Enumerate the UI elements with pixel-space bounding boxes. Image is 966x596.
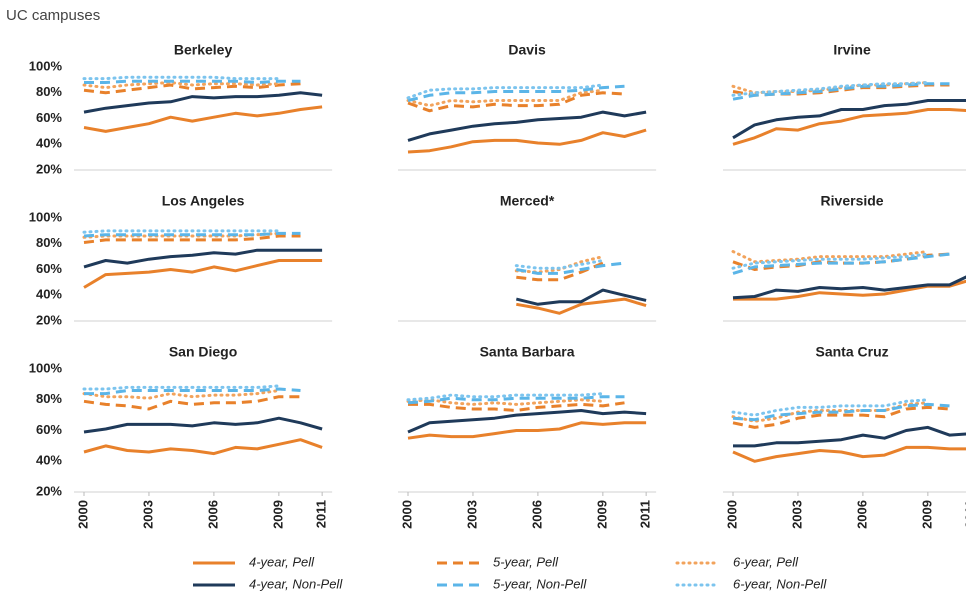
series-line: [731, 81, 930, 97]
series-line: [83, 248, 323, 269]
legend-label: 6-year, Pell: [733, 554, 799, 569]
panel-title: Berkeley: [174, 42, 233, 58]
x-tick-label: 2011: [638, 500, 653, 528]
y-tick-label: 60%: [36, 110, 62, 125]
y-tick-label: 100%: [29, 360, 63, 375]
y-tick-label: 60%: [36, 422, 62, 437]
legend-label: 4-year, Pell: [249, 554, 315, 569]
legend-label: 6-year, Non-Pell: [733, 576, 827, 591]
series-line: [83, 395, 301, 411]
series-line: [408, 401, 625, 412]
series-line: [406, 398, 605, 406]
series-line: [732, 445, 966, 463]
series-line: [84, 79, 301, 84]
y-tick-label: 40%: [36, 287, 62, 302]
series-line: [407, 409, 647, 434]
series-line: [732, 405, 950, 429]
series-line: [407, 421, 647, 440]
series-line: [83, 91, 323, 114]
series-line: [84, 387, 301, 396]
series-line: [406, 392, 605, 402]
series-line: [731, 250, 930, 264]
series-line: [407, 84, 625, 102]
series-line: [82, 81, 281, 90]
series-line: [406, 83, 605, 100]
series-line: [82, 384, 281, 391]
series-line: [407, 395, 625, 405]
series-line: [733, 425, 966, 448]
x-tick-label: 2006: [205, 500, 220, 529]
series-line: [406, 88, 605, 108]
panel-title: Santa Barbara: [480, 344, 575, 360]
y-tick-label: 20%: [36, 312, 62, 327]
x-tick-label: 2000: [724, 500, 739, 529]
x-tick-label: 2003: [464, 500, 479, 529]
panel-title: Davis: [508, 42, 546, 58]
x-tick-label: 2009: [270, 500, 285, 529]
series-line: [83, 105, 323, 133]
series-line: [83, 231, 301, 238]
x-tick-label: 2009: [594, 500, 609, 529]
y-tick-label: 100%: [29, 58, 63, 73]
panel-title: Merced*: [500, 193, 555, 209]
series-line: [516, 261, 625, 275]
series-line: [83, 234, 301, 244]
y-tick-label: 40%: [36, 136, 62, 151]
panel-title: Riverside: [821, 193, 884, 209]
y-tick-label: 20%: [36, 161, 62, 176]
series-line: [732, 275, 966, 300]
series-line: [514, 255, 605, 274]
panel-title: Santa Cruz: [816, 344, 889, 360]
x-tick-label: 2003: [140, 500, 155, 529]
legend-label: 4-year, Non-Pell: [249, 576, 343, 591]
x-tick-label: 2000: [75, 500, 90, 529]
x-tick-label: 2009: [919, 500, 934, 529]
series-line: [407, 91, 625, 113]
series-line: [83, 82, 301, 95]
series-line: [407, 128, 647, 154]
x-tick-label: 2011: [314, 500, 329, 528]
legend-label: 5-year, Pell: [493, 554, 559, 569]
legend-label: 5-year, Non-Pell: [493, 576, 587, 591]
series-line: [407, 110, 647, 142]
y-tick-label: 80%: [36, 235, 62, 250]
series-line: [83, 259, 323, 289]
panel-title: Irvine: [833, 42, 871, 58]
series-line: [732, 402, 950, 422]
x-tick-label: 2003: [789, 500, 804, 529]
x-tick-label: 2006: [854, 500, 869, 529]
y-tick-label: 80%: [36, 84, 62, 99]
series-line: [82, 75, 281, 81]
y-tick-label: 20%: [36, 483, 62, 498]
x-tick-label: 2006: [529, 500, 544, 529]
series-line: [732, 252, 950, 275]
x-tick-label: 2000: [399, 500, 414, 529]
series-line: [732, 99, 966, 140]
series-line: [514, 259, 605, 270]
series-line: [516, 297, 647, 315]
series-line: [83, 438, 323, 456]
series-line: [83, 416, 323, 434]
series-line: [82, 389, 281, 400]
series-line: [82, 229, 281, 234]
series-line: [732, 108, 966, 146]
series-line: [731, 398, 930, 417]
panel-title: Los Angeles: [162, 193, 245, 209]
y-tick-label: 60%: [36, 261, 62, 276]
y-tick-label: 80%: [36, 391, 62, 406]
series-line: [731, 252, 930, 270]
x-tick-label: 2011: [963, 500, 966, 528]
y-tick-label: 40%: [36, 453, 62, 468]
page-title: UC campuses: [6, 7, 100, 24]
panel-title: San Diego: [169, 344, 237, 360]
y-tick-label: 100%: [29, 209, 63, 224]
series-line: [515, 288, 647, 306]
